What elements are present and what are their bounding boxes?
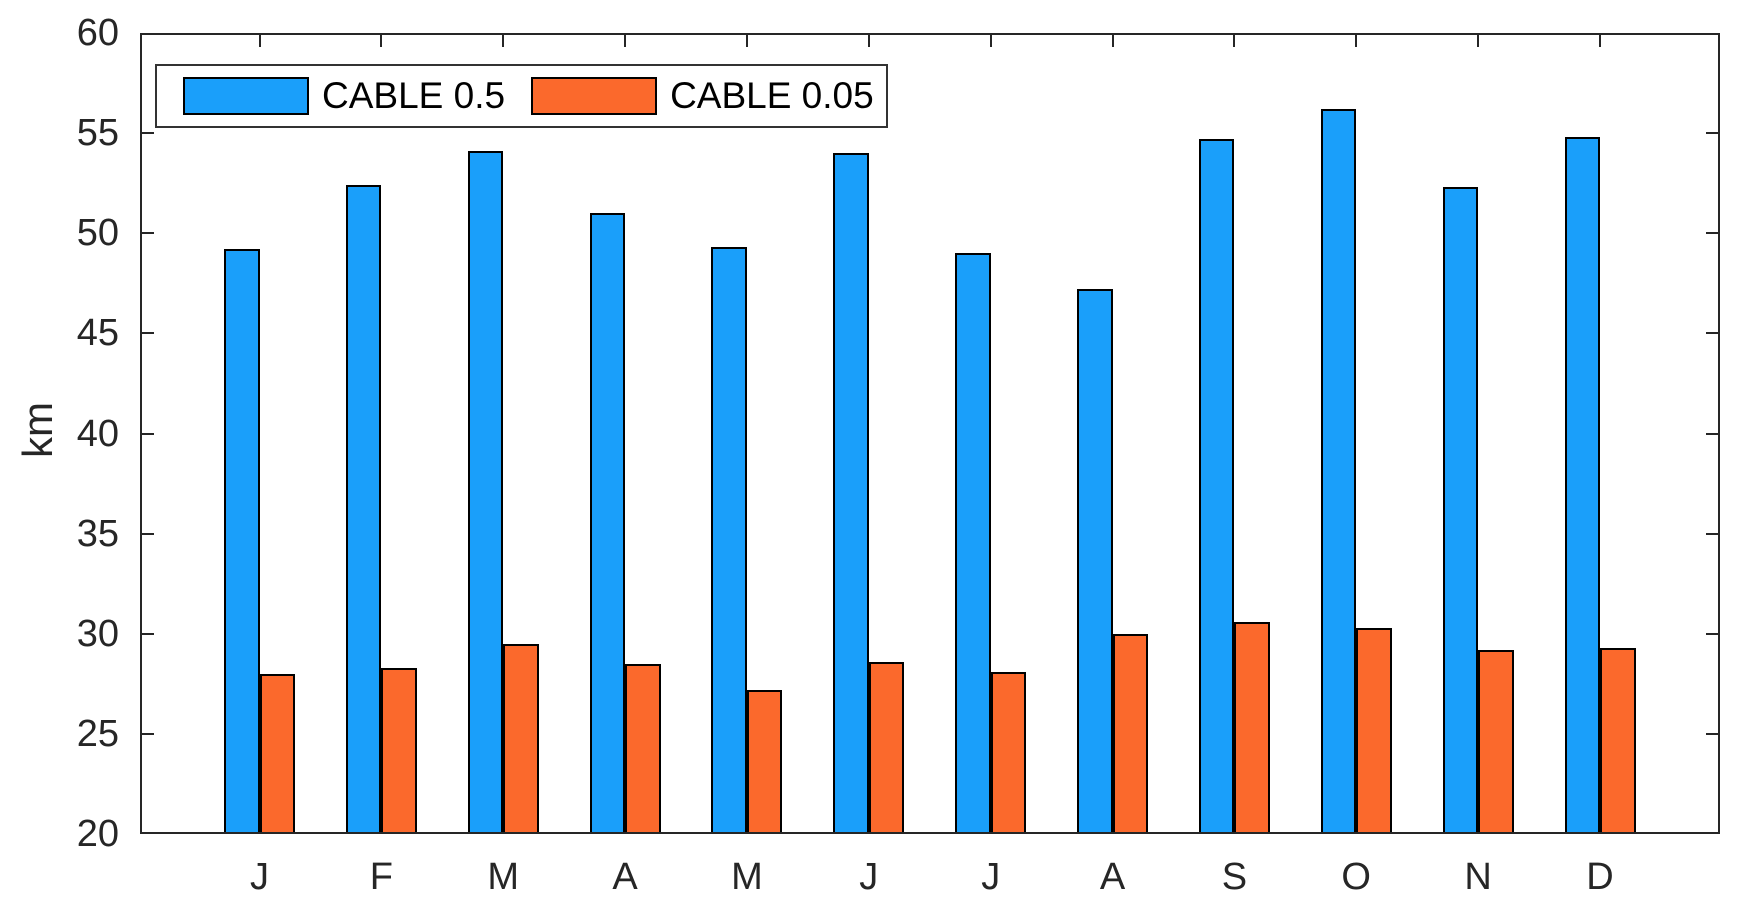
bar-cable-0-05-J6 xyxy=(990,671,1027,834)
x-tick-top xyxy=(258,33,261,47)
bar-cable-0-05-S8 xyxy=(1234,621,1270,834)
x-tick-label: F xyxy=(369,856,393,898)
bar-cable-0-05-A3 xyxy=(625,663,661,834)
y-tick-label: 50 xyxy=(76,212,119,255)
bar-cable-0-05-J5 xyxy=(868,661,905,834)
y-tick-right xyxy=(1706,432,1720,435)
y-tick-right xyxy=(1706,732,1720,735)
legend-swatch-cable-0-05 xyxy=(531,77,658,115)
bar-cable-0-05-M2 xyxy=(503,643,539,834)
bar-cable-0-05-N10 xyxy=(1478,649,1514,834)
bar-cable-0-5-A7 xyxy=(1077,289,1113,834)
bar-cable-0-5-S8 xyxy=(1198,139,1235,834)
x-tick-label: A xyxy=(612,856,638,898)
x-tick-top xyxy=(502,33,505,47)
bar-cable-0-05-O9 xyxy=(1356,627,1392,834)
bar-cable-0-5-J6 xyxy=(955,253,991,834)
y-tick-left xyxy=(140,532,154,535)
bar-cable-0-5-A3 xyxy=(589,213,626,834)
bar-cable-0-5-J0 xyxy=(224,249,260,834)
x-tick-label: J xyxy=(250,856,269,898)
x-tick-label: M xyxy=(731,856,763,898)
x-tick-top xyxy=(1477,33,1480,47)
plot-area xyxy=(140,33,1720,835)
y-tick-label: 20 xyxy=(76,813,119,855)
y-tick-left xyxy=(140,232,154,235)
x-tick-label: J xyxy=(981,856,1001,898)
x-tick-label: S xyxy=(1221,856,1248,898)
x-tick-label: M xyxy=(487,856,520,898)
x-tick-label: N xyxy=(1464,856,1492,898)
x-tick-label: O xyxy=(1341,856,1371,898)
bar-cable-0-5-O9 xyxy=(1320,109,1357,834)
y-tick-left xyxy=(140,432,154,435)
legend-label-cable-0-5: CABLE 0.5 xyxy=(322,75,506,116)
y-tick-left xyxy=(140,732,154,735)
y-tick-right xyxy=(1706,332,1720,335)
y-tick-right xyxy=(1706,232,1720,235)
x-tick-top xyxy=(380,33,383,47)
y-tick-left xyxy=(140,632,154,635)
y-tick-right xyxy=(1706,632,1720,635)
y-tick-left xyxy=(140,132,154,135)
bar-cable-0-5-D11 xyxy=(1564,137,1600,834)
y-tick-label: 35 xyxy=(76,512,119,555)
y-tick-label: 25 xyxy=(76,712,119,755)
legend-label-cable-0-05: CABLE 0.05 xyxy=(670,75,874,116)
y-tick-label: 30 xyxy=(76,612,119,655)
x-tick-label: D xyxy=(1586,856,1614,898)
bar-cable-0-5-M2 xyxy=(467,151,504,834)
y-tick-right xyxy=(1706,532,1720,535)
x-tick-top xyxy=(867,33,870,47)
legend-swatch-cable-0-5 xyxy=(183,77,309,115)
x-tick-top xyxy=(745,33,748,47)
bar-cable-0-5-F1 xyxy=(345,185,382,834)
bar-cable-0-5-N10 xyxy=(1442,187,1479,834)
bar-cable-0-5-J5 xyxy=(833,153,869,834)
x-tick-top xyxy=(1233,33,1236,47)
bar-cable-0-05-M4 xyxy=(746,689,783,834)
x-tick-label: A xyxy=(1099,856,1126,898)
bar-cable-0-05-D11 xyxy=(1600,647,1636,834)
y-tick-left xyxy=(140,332,154,335)
bar-cable-0-05-J0 xyxy=(259,673,295,834)
x-tick-top xyxy=(1111,33,1114,47)
y-tick-right xyxy=(1706,132,1720,135)
y-tick-label: 40 xyxy=(76,412,119,455)
y-tick-label: 60 xyxy=(76,12,119,54)
x-tick-label: J xyxy=(859,856,879,898)
y-tick-label: 55 xyxy=(76,112,119,155)
bar-cable-0-05-F1 xyxy=(381,667,417,834)
legend: CABLE 0.5 CABLE 0.05 xyxy=(155,64,888,128)
x-tick-top xyxy=(624,33,627,47)
y-tick-label: 45 xyxy=(76,312,119,355)
x-tick-top xyxy=(1355,33,1358,47)
x-tick-top xyxy=(1599,33,1601,47)
bar-cable-0-5-M4 xyxy=(711,247,747,834)
x-tick-top xyxy=(989,33,992,47)
bar-cable-0-05-A7 xyxy=(1112,633,1148,835)
